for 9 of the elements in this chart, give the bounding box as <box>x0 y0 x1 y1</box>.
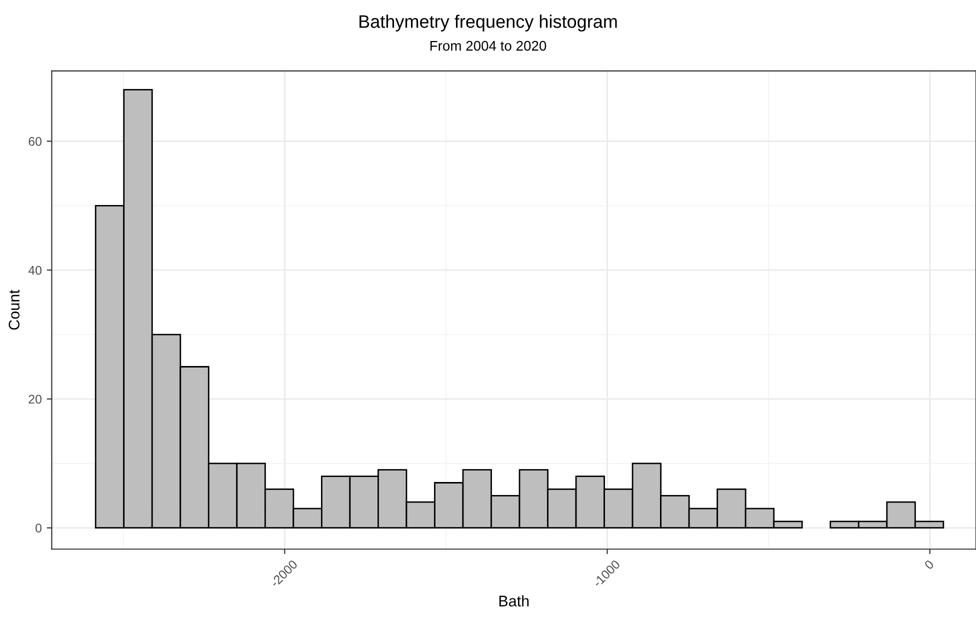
y-tick-label: 40 <box>28 266 42 275</box>
chart-title: Bathymetry frequency histogram <box>360 14 617 32</box>
y-tick-label: 0 <box>36 524 42 533</box>
y-tick-label: 20 <box>28 394 42 404</box>
x-axis-title: Bath <box>499 595 529 606</box>
x-tick-label: 0 <box>924 559 934 570</box>
y-tick-label: 60 <box>28 137 42 146</box>
chart-subtitle: From 2004 to 2020 <box>430 40 546 51</box>
y-axis-title: Count <box>8 290 20 330</box>
